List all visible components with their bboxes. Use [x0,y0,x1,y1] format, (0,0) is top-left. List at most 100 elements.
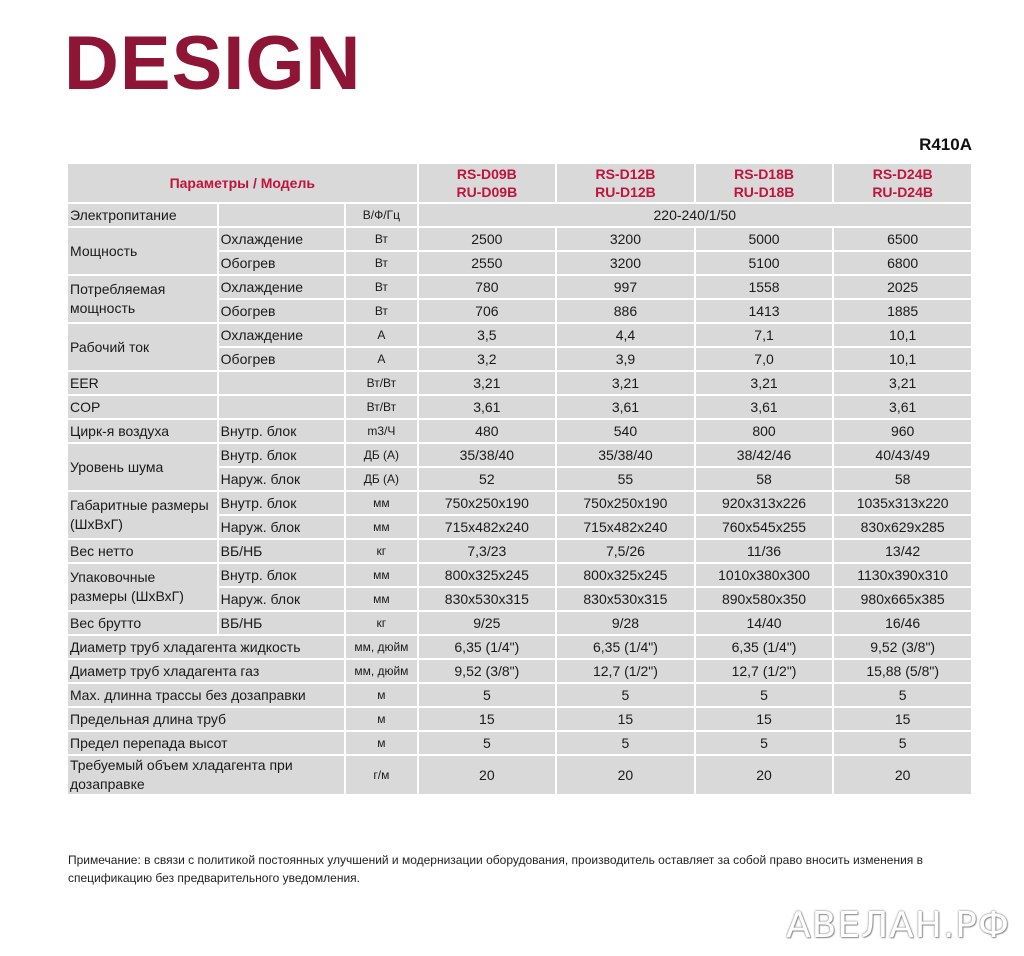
value-cell: 960 [834,420,971,442]
sub-label: ВБ/НБ [218,612,345,634]
footnote: Примечание: в связи с политикой постоянн… [68,853,924,885]
value-cell: 15 [418,708,556,730]
table-header-row: Параметры / Модель RS-D09B RU-D09B RS-D12… [68,164,971,202]
value-cell: 3,21 [834,372,971,394]
model-header: RS-D18B RU-D18B [695,164,833,202]
value-cell: 5100 [695,252,833,274]
value-cell: 3200 [557,252,694,274]
row-label: EER [68,372,217,394]
table-row: Обогрев Вт 2550 3200 5100 6800 [68,252,971,274]
value-cell: 3,2 [418,348,556,370]
table-row: Вес брутто ВБ/НБ кг 9/25 9/28 14/40 16/4… [68,612,971,634]
unit-cell: мм, дюйм [346,660,417,682]
value-cell: 5 [695,732,833,754]
unit-cell: мм [346,588,417,610]
value-cell: 3200 [557,228,694,250]
table-row: Наруж. блок ДБ (А) 52 55 58 58 [68,468,971,490]
sub-label: Обогрев [218,348,345,370]
value-cell: 16/46 [834,612,971,634]
row-label: Диаметр труб хладагента жидкость [68,636,345,658]
value-cell: 5 [695,684,833,706]
value-cell: 15 [695,708,833,730]
value-cell: 15 [557,708,694,730]
value-cell: 3,5 [418,324,556,346]
sub-label: Обогрев [218,252,345,274]
value-cell: 7,0 [695,348,833,370]
sub-label: Охлаждение [218,276,345,298]
row-label: Диаметр труб хладагента газ [68,660,345,682]
unit-cell: мм, дюйм [346,636,417,658]
row-label: Уровень шума [68,444,217,490]
row-label: Рабочий ток [68,324,217,370]
row-label: Габаритные размеры (ШхВхГ) [68,492,217,538]
page-title: DESIGN [64,21,362,106]
unit-cell: Вт [346,252,417,274]
unit-cell: А [346,324,417,346]
unit-cell: m3/Ч [346,420,417,442]
sub-label: Охлаждение [218,228,345,250]
unit-cell: мм [346,492,417,514]
value-cell: 3,21 [418,372,556,394]
value-cell: 5000 [695,228,833,250]
row-label: Требуемый объем хладагента при дозаправк… [68,756,345,794]
value-cell: 920x313x226 [695,492,833,514]
value-cell: 5 [834,684,971,706]
row-label: Упаковочные размеры (ШхВхГ) [68,564,217,610]
value-cell: 800x325x245 [557,564,694,586]
table-row: Max. длинна трассы без дозаправки м 5 5 … [68,684,971,706]
value-cell: 1413 [695,300,833,322]
value-cell: 480 [418,420,556,442]
value-cell: 9/28 [557,612,694,634]
sub-label: Внутр. блок [218,420,345,442]
row-label: Электропитание [68,204,217,226]
value-cell: 5 [418,732,556,754]
row-label: Потребляемая мощность [68,276,217,322]
value-cell: 997 [557,276,694,298]
unit-cell: Вт [346,276,417,298]
param-model-header: Параметры / Модель [68,164,417,202]
unit-cell: Вт [346,300,417,322]
row-label: COP [68,396,217,418]
table-row: Вес нетто ВБ/НБ кг 7,3/23 7,5/26 11/36 1… [68,540,971,562]
value-cell: 760x545x255 [695,516,833,538]
value-cell: 3,21 [557,372,694,394]
value-cell: 10,1 [834,324,971,346]
row-label: Предельная длина труб [68,708,345,730]
value-cell: 800 [695,420,833,442]
value-cell: 830x629x285 [834,516,971,538]
value-cell: 7,5/26 [557,540,694,562]
table-row: Уровень шума Внутр. блок ДБ (А) 35/38/40… [68,444,971,490]
sub-label: Наруж. блок [218,588,345,610]
value-cell: 5 [418,684,556,706]
value-cell: 20 [557,756,694,794]
value-cell: 715x482x240 [418,516,556,538]
value-cell: 58 [834,468,971,490]
value-cell: 58 [695,468,833,490]
unit-cell: ДБ (А) [346,444,417,466]
value-cell: 2500 [418,228,556,250]
unit-cell: м [346,684,417,706]
table-row: Электропитание В/Ф/Гц 220-240/1/50 [68,204,971,226]
value-cell: 706 [418,300,556,322]
table-row: Наруж. блок мм 715x482x240 715x482x240 7… [68,516,971,538]
value-cell: 55 [557,468,694,490]
unit-cell: Вт/Вт [346,372,417,394]
value-cell: 220-240/1/50 [418,204,971,226]
value-cell: 750x250x190 [557,492,694,514]
value-cell: 9/25 [418,612,556,634]
value-cell: 20 [418,756,556,794]
sub-label: ВБ/НБ [218,540,345,562]
value-cell: 1130x390x310 [834,564,971,586]
model-header: RS-D12B RU-D12B [557,164,694,202]
value-cell: 2550 [418,252,556,274]
value-cell: 6,35 (1/4") [695,636,833,658]
table-row: Требуемый объем хладагента при дозаправк… [68,756,971,794]
unit-cell: Вт/Вт [346,396,417,418]
value-cell: 715x482x240 [557,516,694,538]
sub-label: Наруж. блок [218,468,345,490]
value-cell: 20 [834,756,971,794]
value-cell: 12,7 (1/2") [695,660,833,682]
value-cell: 890x580x350 [695,588,833,610]
value-cell: 6500 [834,228,971,250]
value-cell: 40/43/49 [834,444,971,466]
